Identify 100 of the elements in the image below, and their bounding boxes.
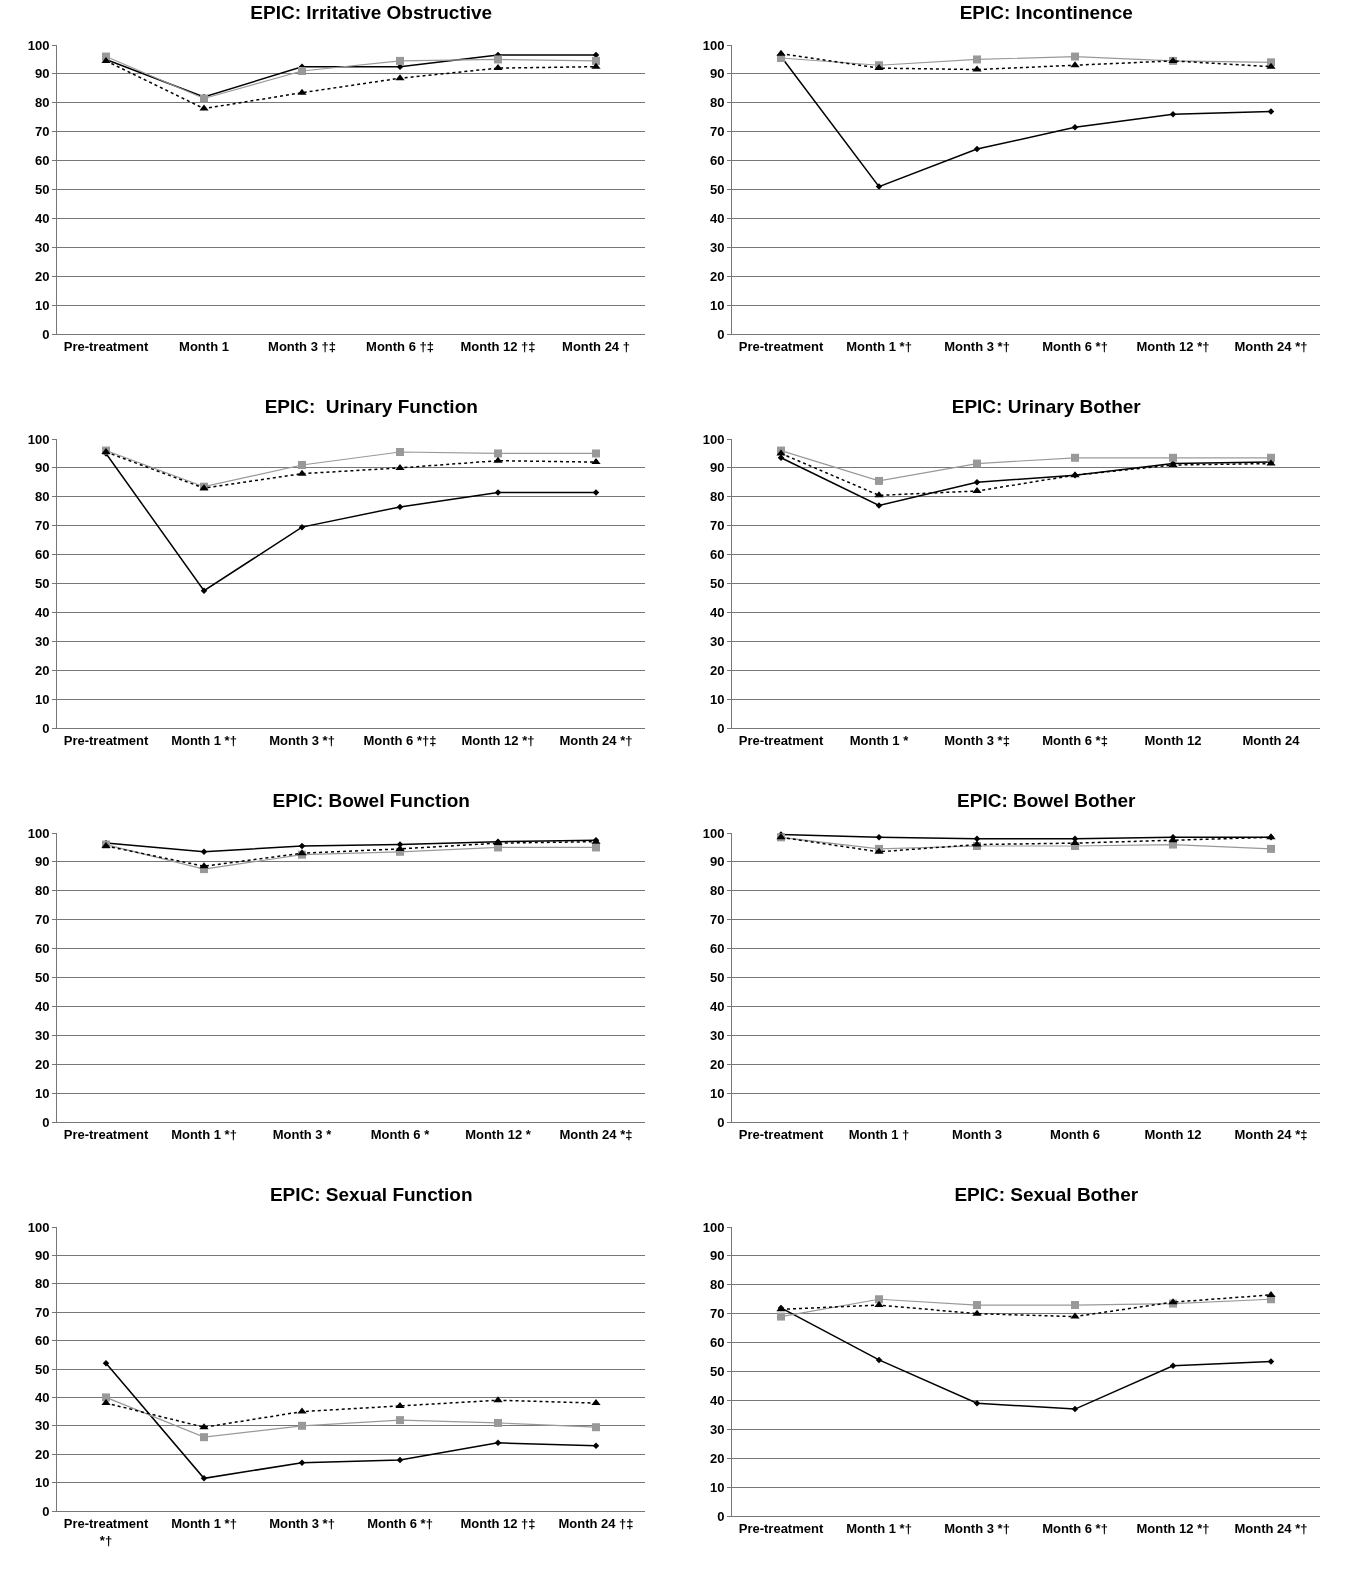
y-tick-label: 80 xyxy=(34,883,50,899)
y-tick-label: 30 xyxy=(34,1027,50,1043)
y-tick-label: 60 xyxy=(709,153,725,169)
chart-title: EPIC: Incontinence xyxy=(959,2,1133,24)
y-tick-label: 20 xyxy=(34,268,50,284)
y-tick-label: 10 xyxy=(34,691,50,707)
x-tick-label: Month 3 †‡ xyxy=(268,338,336,354)
x-tick-label: Pre-treatment xyxy=(738,1126,824,1142)
y-tick-label: 10 xyxy=(709,1085,725,1101)
x-tick-label: Month 1 *† xyxy=(171,1515,237,1531)
x-tick-label: Month 3 xyxy=(952,1126,1002,1142)
y-tick-label: 80 xyxy=(709,1277,725,1293)
y-tick-label: 90 xyxy=(709,460,725,476)
y-tick-label: 90 xyxy=(34,460,50,476)
x-tick-label: Month 12 * xyxy=(465,1126,532,1142)
y-tick-label: 100 xyxy=(702,825,725,841)
x-tick-label: Month 6 * xyxy=(370,1126,431,1142)
y-tick-label: 0 xyxy=(42,1503,50,1519)
y-tick-label: 80 xyxy=(34,1276,50,1292)
x-tick-label: Pre-treatment *† xyxy=(63,1515,149,1548)
y-tick-label: 100 xyxy=(702,37,725,53)
x-tick-label: Month 6 †‡ xyxy=(366,338,434,354)
y-tick-label: 20 xyxy=(34,662,50,678)
y-tick-label: 70 xyxy=(34,518,50,534)
y-tick-label: 90 xyxy=(34,1247,50,1263)
y-tick-label: 70 xyxy=(709,124,725,140)
x-tick-label: Month 6 *‡ xyxy=(1042,732,1108,748)
y-tick-label: 10 xyxy=(709,691,725,707)
x-tick-label: Month 1 † xyxy=(848,1126,910,1142)
y-tick-label: 0 xyxy=(42,720,50,736)
chart-title: EPIC: Bowel Function xyxy=(272,790,470,812)
y-tick-label: 10 xyxy=(34,1085,50,1101)
y-tick-label: 60 xyxy=(34,153,50,169)
y-tick-label: 40 xyxy=(34,604,50,620)
x-tick-label: Month 12 xyxy=(1144,1126,1202,1142)
y-tick-label: 50 xyxy=(709,1364,725,1380)
chart-title: EPIC: Sexual Bother xyxy=(954,1184,1139,1206)
y-tick-label: 30 xyxy=(709,633,725,649)
y-tick-label: 50 xyxy=(34,576,50,592)
y-tick-label: 0 xyxy=(717,326,725,342)
y-tick-label: 60 xyxy=(709,941,725,957)
x-tick-label: Month 24 *† xyxy=(1234,1520,1308,1536)
y-tick-label: 30 xyxy=(709,1027,725,1043)
y-tick-label: 20 xyxy=(709,1450,725,1466)
y-tick-label: 90 xyxy=(34,854,50,870)
y-tick-label: 50 xyxy=(34,182,50,198)
x-tick-label: Month 24 *† xyxy=(559,732,633,748)
y-tick-label: 20 xyxy=(34,1056,50,1072)
y-tick-label: 90 xyxy=(34,66,50,82)
y-tick-label: 60 xyxy=(34,547,50,563)
x-tick-label: Month 1 * xyxy=(849,732,910,748)
y-tick-label: 20 xyxy=(34,1446,50,1462)
y-tick-label: 80 xyxy=(709,883,725,899)
y-tick-label: 80 xyxy=(34,489,50,505)
x-tick-label: Pre-treatment xyxy=(738,1520,824,1536)
chart-title: EPIC: Urinary Function xyxy=(264,396,478,418)
x-tick-label: Pre-treatment xyxy=(63,338,149,354)
x-tick-label: Month 12 *† xyxy=(1136,1520,1210,1536)
y-tick-label: 10 xyxy=(709,297,725,313)
y-tick-label: 100 xyxy=(27,431,50,447)
y-tick-label: 30 xyxy=(34,633,50,649)
y-tick-label: 80 xyxy=(709,95,725,111)
x-tick-label: Pre-treatment xyxy=(63,732,149,748)
chart-title: EPIC: Sexual Function xyxy=(269,1184,473,1206)
y-tick-label: 40 xyxy=(34,998,50,1014)
y-tick-label: 0 xyxy=(42,1114,50,1130)
x-tick-label: Month 1 *† xyxy=(846,338,912,354)
y-tick-label: 100 xyxy=(27,1219,50,1235)
y-tick-label: 50 xyxy=(709,970,725,986)
y-tick-label: 0 xyxy=(42,326,50,342)
x-tick-label: Month 6 *† xyxy=(367,1515,433,1531)
y-tick-label: 0 xyxy=(717,1114,725,1130)
y-tick-label: 10 xyxy=(709,1479,725,1495)
y-tick-label: 0 xyxy=(717,1508,725,1524)
x-tick-label: Month 1 xyxy=(179,338,229,354)
y-tick-label: 50 xyxy=(34,970,50,986)
x-tick-label: Pre-treatment xyxy=(63,1126,149,1142)
y-tick-label: 70 xyxy=(34,124,50,140)
y-tick-label: 70 xyxy=(34,912,50,928)
x-tick-label: Month 12 xyxy=(1144,732,1202,748)
y-tick-label: 60 xyxy=(34,1333,50,1349)
x-tick-label: Month 3 *† xyxy=(269,732,335,748)
x-tick-label: Month 24 *‡ xyxy=(1234,1126,1308,1142)
y-tick-label: 50 xyxy=(709,182,725,198)
y-tick-label: 10 xyxy=(34,1475,50,1491)
x-tick-label: Month 24 †‡ xyxy=(558,1515,634,1531)
y-tick-label: 100 xyxy=(27,825,50,841)
y-tick-label: 30 xyxy=(34,239,50,255)
x-tick-label: Month 1 *† xyxy=(171,1126,237,1142)
x-tick-label: Month 12 †‡ xyxy=(460,1515,536,1531)
chart-title: EPIC: Irritative Obstructive xyxy=(250,2,493,24)
chart-title: EPIC: Bowel Bother xyxy=(957,790,1137,812)
x-tick-label: Month 24 xyxy=(1242,732,1301,748)
y-tick-label: 20 xyxy=(709,268,725,284)
y-tick-label: 100 xyxy=(702,1219,725,1235)
y-tick-label: 40 xyxy=(709,210,725,226)
x-tick-label: Month 3 *† xyxy=(944,338,1010,354)
y-tick-label: 90 xyxy=(709,66,725,82)
x-tick-label: Month 24 *‡ xyxy=(559,1126,633,1142)
x-tick-label: Month 3 * xyxy=(272,1126,333,1142)
